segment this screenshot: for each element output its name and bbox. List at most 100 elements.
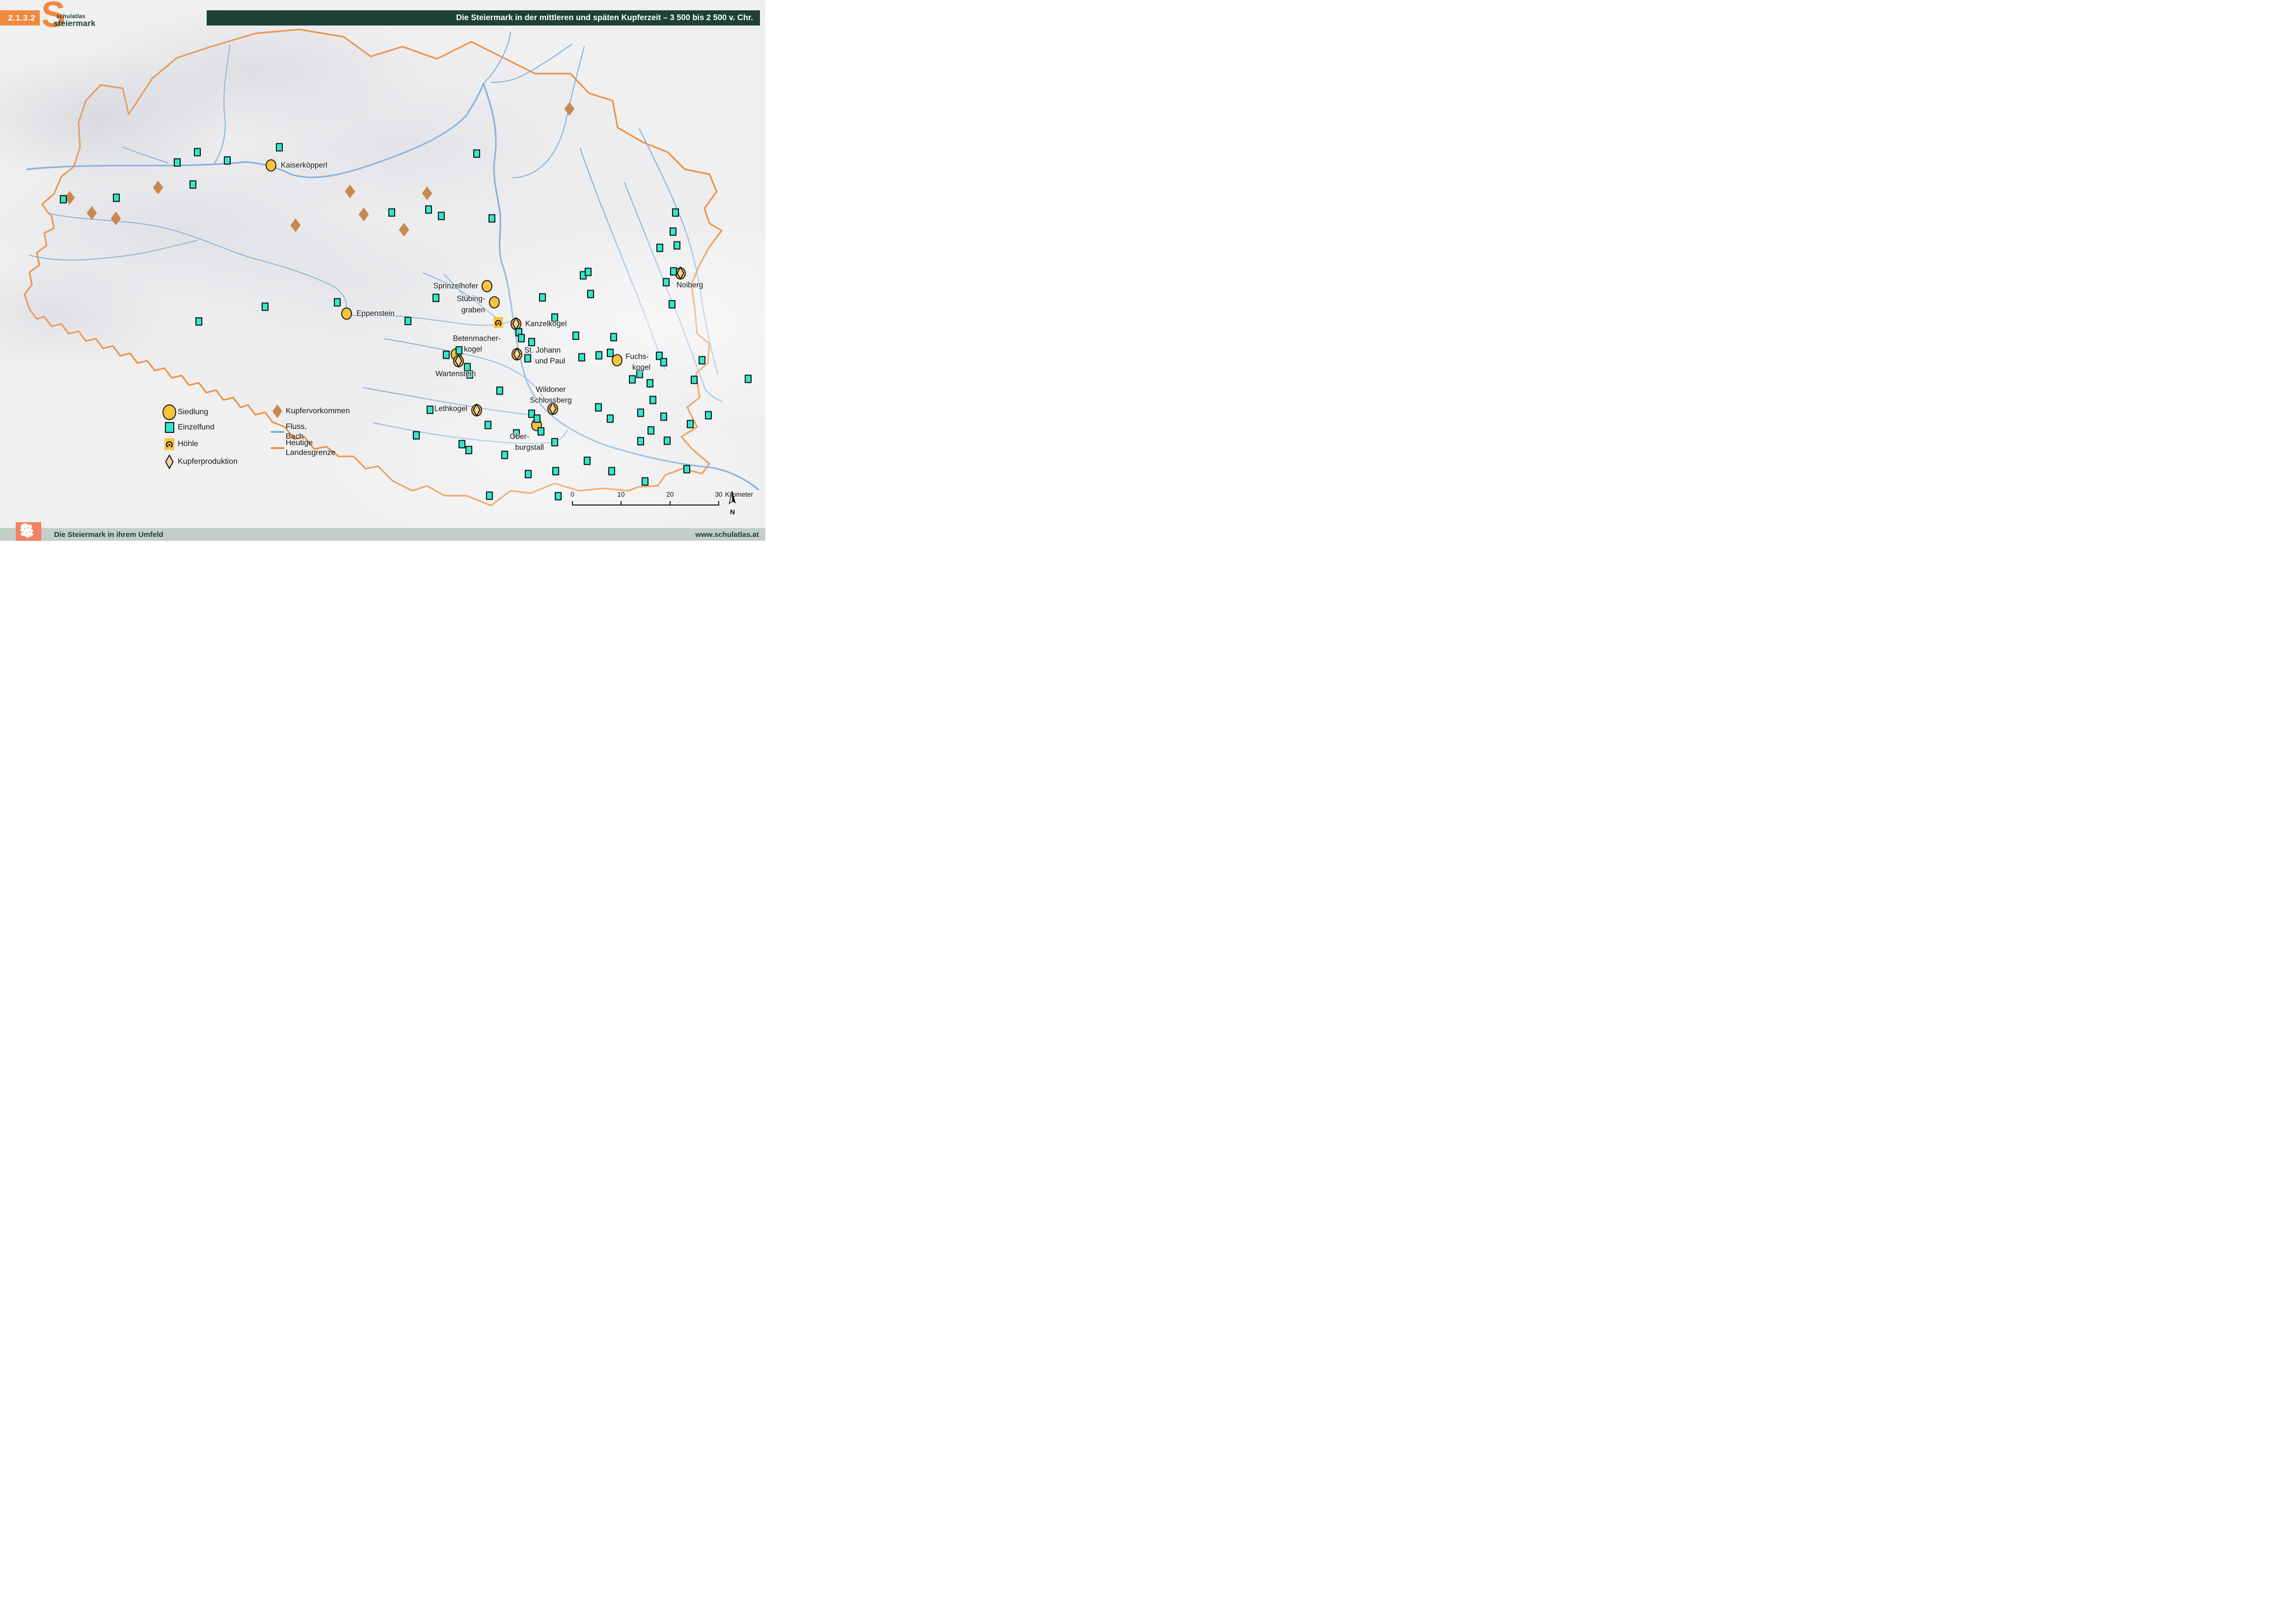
einzelfund-marker[interactable] <box>513 429 520 438</box>
einzelfund-marker[interactable] <box>674 241 680 250</box>
einzelfund-marker[interactable] <box>683 465 690 474</box>
siedlung-marker-fuchskogel[interactable] <box>612 354 622 367</box>
einzelfund-marker[interactable] <box>538 427 544 436</box>
einzelfund-marker[interactable] <box>466 370 473 379</box>
einzelfund-marker[interactable] <box>388 208 395 217</box>
einzelfund-marker[interactable] <box>555 492 562 501</box>
einzelfund-marker[interactable] <box>534 414 540 423</box>
einzelfund-marker[interactable] <box>587 290 594 298</box>
einzelfund-marker[interactable] <box>501 451 508 459</box>
einzelfund-marker[interactable] <box>276 143 283 152</box>
kupfervorkommen-marker[interactable] <box>564 102 575 116</box>
einzelfund-marker[interactable] <box>485 421 491 429</box>
einzelfund-marker[interactable] <box>413 431 420 440</box>
siedlung-marker-kanzelkogel[interactable] <box>511 317 521 330</box>
siedlung-marker-st-johann-und-paul[interactable] <box>512 347 522 361</box>
einzelfund-marker[interactable] <box>488 214 495 223</box>
einzelfund-marker[interactable] <box>636 370 643 378</box>
einzelfund-marker[interactable] <box>663 278 670 287</box>
einzelfund-marker[interactable] <box>224 156 231 165</box>
einzelfund-marker[interactable] <box>262 302 269 311</box>
einzelfund-marker[interactable] <box>608 467 615 476</box>
kupfervorkommen-marker[interactable] <box>345 185 355 198</box>
einzelfund-marker[interactable] <box>637 408 644 417</box>
kupfervorkommen-marker[interactable] <box>290 218 301 232</box>
einzelfund-marker[interactable] <box>649 396 656 404</box>
einzelfund-marker[interactable] <box>610 333 617 342</box>
einzelfund-marker[interactable] <box>539 293 546 302</box>
kupfervorkommen-marker[interactable] <box>358 208 369 221</box>
kupfervorkommen-marker[interactable] <box>64 191 75 205</box>
einzelfund-marker[interactable] <box>528 409 535 418</box>
einzelfund-marker[interactable] <box>551 313 558 322</box>
footer-url[interactable]: www.schulatlas.at <box>695 531 759 539</box>
einzelfund-marker[interactable] <box>691 375 698 384</box>
einzelfund-marker[interactable] <box>672 208 679 217</box>
einzelfund-marker[interactable] <box>648 426 654 435</box>
einzelfund-marker[interactable] <box>637 437 644 446</box>
kupfervorkommen-marker[interactable] <box>399 223 409 237</box>
einzelfund-marker[interactable] <box>174 158 181 167</box>
einzelfund-marker[interactable] <box>669 300 675 309</box>
einzelfund-marker[interactable] <box>607 414 614 423</box>
einzelfund-marker[interactable] <box>745 374 752 383</box>
siedlung-marker-wildoner-schlossberg[interactable] <box>547 401 558 415</box>
einzelfund-marker[interactable] <box>194 148 201 157</box>
einzelfund-marker[interactable] <box>528 338 535 346</box>
einzelfund-marker[interactable] <box>456 346 462 355</box>
hoehle-marker[interactable] <box>493 317 503 328</box>
einzelfund-marker[interactable] <box>664 436 671 445</box>
einzelfund-marker[interactable] <box>405 317 411 325</box>
siedlung-marker-lethkogel[interactable] <box>471 403 482 417</box>
siedlung-marker-st-binggraben[interactable] <box>489 296 500 309</box>
einzelfund-marker[interactable] <box>334 298 341 307</box>
einzelfund-marker[interactable] <box>578 353 585 362</box>
einzelfund-marker[interactable] <box>518 334 525 343</box>
einzelfund-marker[interactable] <box>438 212 445 220</box>
einzelfund-marker[interactable] <box>425 205 432 214</box>
einzelfund-marker[interactable] <box>551 438 558 447</box>
einzelfund-marker[interactable] <box>699 356 705 365</box>
siedlung-marker-sprinzelhofer[interactable] <box>482 280 492 293</box>
einzelfund-marker[interactable] <box>195 317 202 326</box>
einzelfund-marker[interactable] <box>660 412 667 421</box>
schulatlas-logo[interactable]: S schulatlas steiermark <box>41 0 103 36</box>
einzelfund-marker[interactable] <box>585 267 592 276</box>
siedlung-marker-eppenstein[interactable] <box>341 307 352 320</box>
siedlung-marker-wartenstein[interactable] <box>453 354 464 368</box>
einzelfund-marker[interactable] <box>524 354 531 363</box>
einzelfund-marker[interactable] <box>670 227 676 236</box>
einzelfund-marker[interactable] <box>552 467 559 476</box>
einzelfund-marker[interactable] <box>432 293 439 302</box>
einzelfund-marker[interactable] <box>642 477 648 486</box>
einzelfund-marker[interactable] <box>459 440 465 449</box>
einzelfund-marker[interactable] <box>189 180 196 189</box>
einzelfund-marker[interactable] <box>525 470 532 479</box>
einzelfund-marker[interactable] <box>629 375 636 384</box>
einzelfund-marker[interactable] <box>427 405 433 414</box>
einzelfund-marker[interactable] <box>705 411 712 420</box>
kupfervorkommen-marker[interactable] <box>422 186 432 200</box>
einzelfund-marker[interactable] <box>656 243 663 252</box>
einzelfund-marker[interactable] <box>584 456 591 465</box>
einzelfund-marker[interactable] <box>670 267 677 276</box>
einzelfund-marker[interactable] <box>595 403 602 412</box>
einzelfund-marker[interactable] <box>60 195 67 204</box>
einzelfund-marker[interactable] <box>572 331 579 340</box>
einzelfund-marker[interactable] <box>656 351 663 360</box>
einzelfund-marker[interactable] <box>607 348 614 357</box>
einzelfund-marker[interactable] <box>443 350 450 359</box>
kupfervorkommen-marker[interactable] <box>153 181 163 194</box>
einzelfund-marker[interactable] <box>595 351 602 360</box>
footer-thumbnail[interactable]: ★ ★ ★ ★ ★ ★ ★ ★ <box>16 522 41 541</box>
siedlung-marker-kaiserk-pperl[interactable] <box>266 159 276 172</box>
einzelfund-marker[interactable] <box>496 386 503 395</box>
kupfervorkommen-marker[interactable] <box>110 212 121 225</box>
map-canvas[interactable] <box>0 0 765 541</box>
einzelfund-marker[interactable] <box>660 358 667 367</box>
einzelfund-marker[interactable] <box>647 379 653 388</box>
einzelfund-marker[interactable] <box>473 149 480 158</box>
einzelfund-marker[interactable] <box>687 420 694 428</box>
einzelfund-marker[interactable] <box>486 491 493 500</box>
einzelfund-marker[interactable] <box>113 193 120 202</box>
